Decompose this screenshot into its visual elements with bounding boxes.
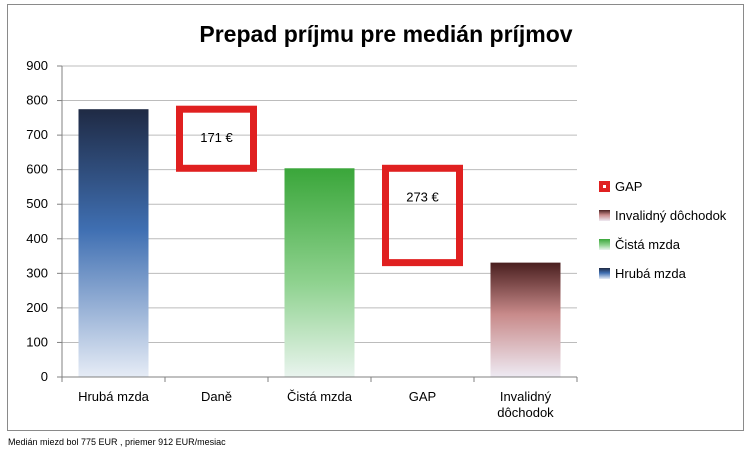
legend-label: Čistá mzda — [615, 237, 681, 252]
y-tick-label: 200 — [26, 300, 48, 315]
bar — [284, 168, 355, 377]
legend-swatch — [599, 210, 610, 221]
footnote: Medián miezd bol 775 EUR , priemer 912 E… — [8, 437, 226, 447]
legend-swatch-dot — [603, 185, 606, 188]
x-tick-label: Čistá mzda — [287, 389, 353, 404]
gap-label: 273 € — [406, 189, 439, 204]
y-tick-label: 500 — [26, 196, 48, 211]
x-tick-label: GAP — [409, 389, 436, 404]
gap-box — [382, 164, 463, 267]
y-tick-label: 600 — [26, 162, 48, 177]
x-tick-label: Hrubá mzda — [78, 389, 150, 404]
gap-label: 171 € — [200, 130, 233, 145]
legend-label: GAP — [615, 179, 642, 194]
x-tick-label: Daně — [201, 389, 232, 404]
bar — [490, 262, 561, 377]
y-tick-label: 900 — [26, 58, 48, 73]
y-tick-label: 400 — [26, 231, 48, 246]
chart-frame: Prepad príjmu pre medián príjmov 171 € 27… — [7, 4, 744, 431]
legend-label: Invalidný dôchodok — [615, 208, 727, 223]
y-tick-label: 100 — [26, 334, 48, 349]
bar-chart: Prepad príjmu pre medián príjmov 171 € 27… — [26, 21, 727, 420]
bar — [78, 109, 149, 377]
y-tick-label: 0 — [41, 369, 48, 384]
chart-title: Prepad príjmu pre medián príjmov — [199, 21, 572, 47]
gap-box — [176, 105, 257, 172]
y-tick-label: 800 — [26, 93, 48, 108]
y-tick-label: 700 — [26, 127, 48, 142]
legend-swatch — [599, 239, 610, 250]
legend-swatch — [599, 268, 610, 279]
y-tick-label: 300 — [26, 265, 48, 280]
x-tick-label: Invalidný dôchodok — [497, 389, 554, 420]
legend-label: Hrubá mzda — [615, 266, 687, 281]
